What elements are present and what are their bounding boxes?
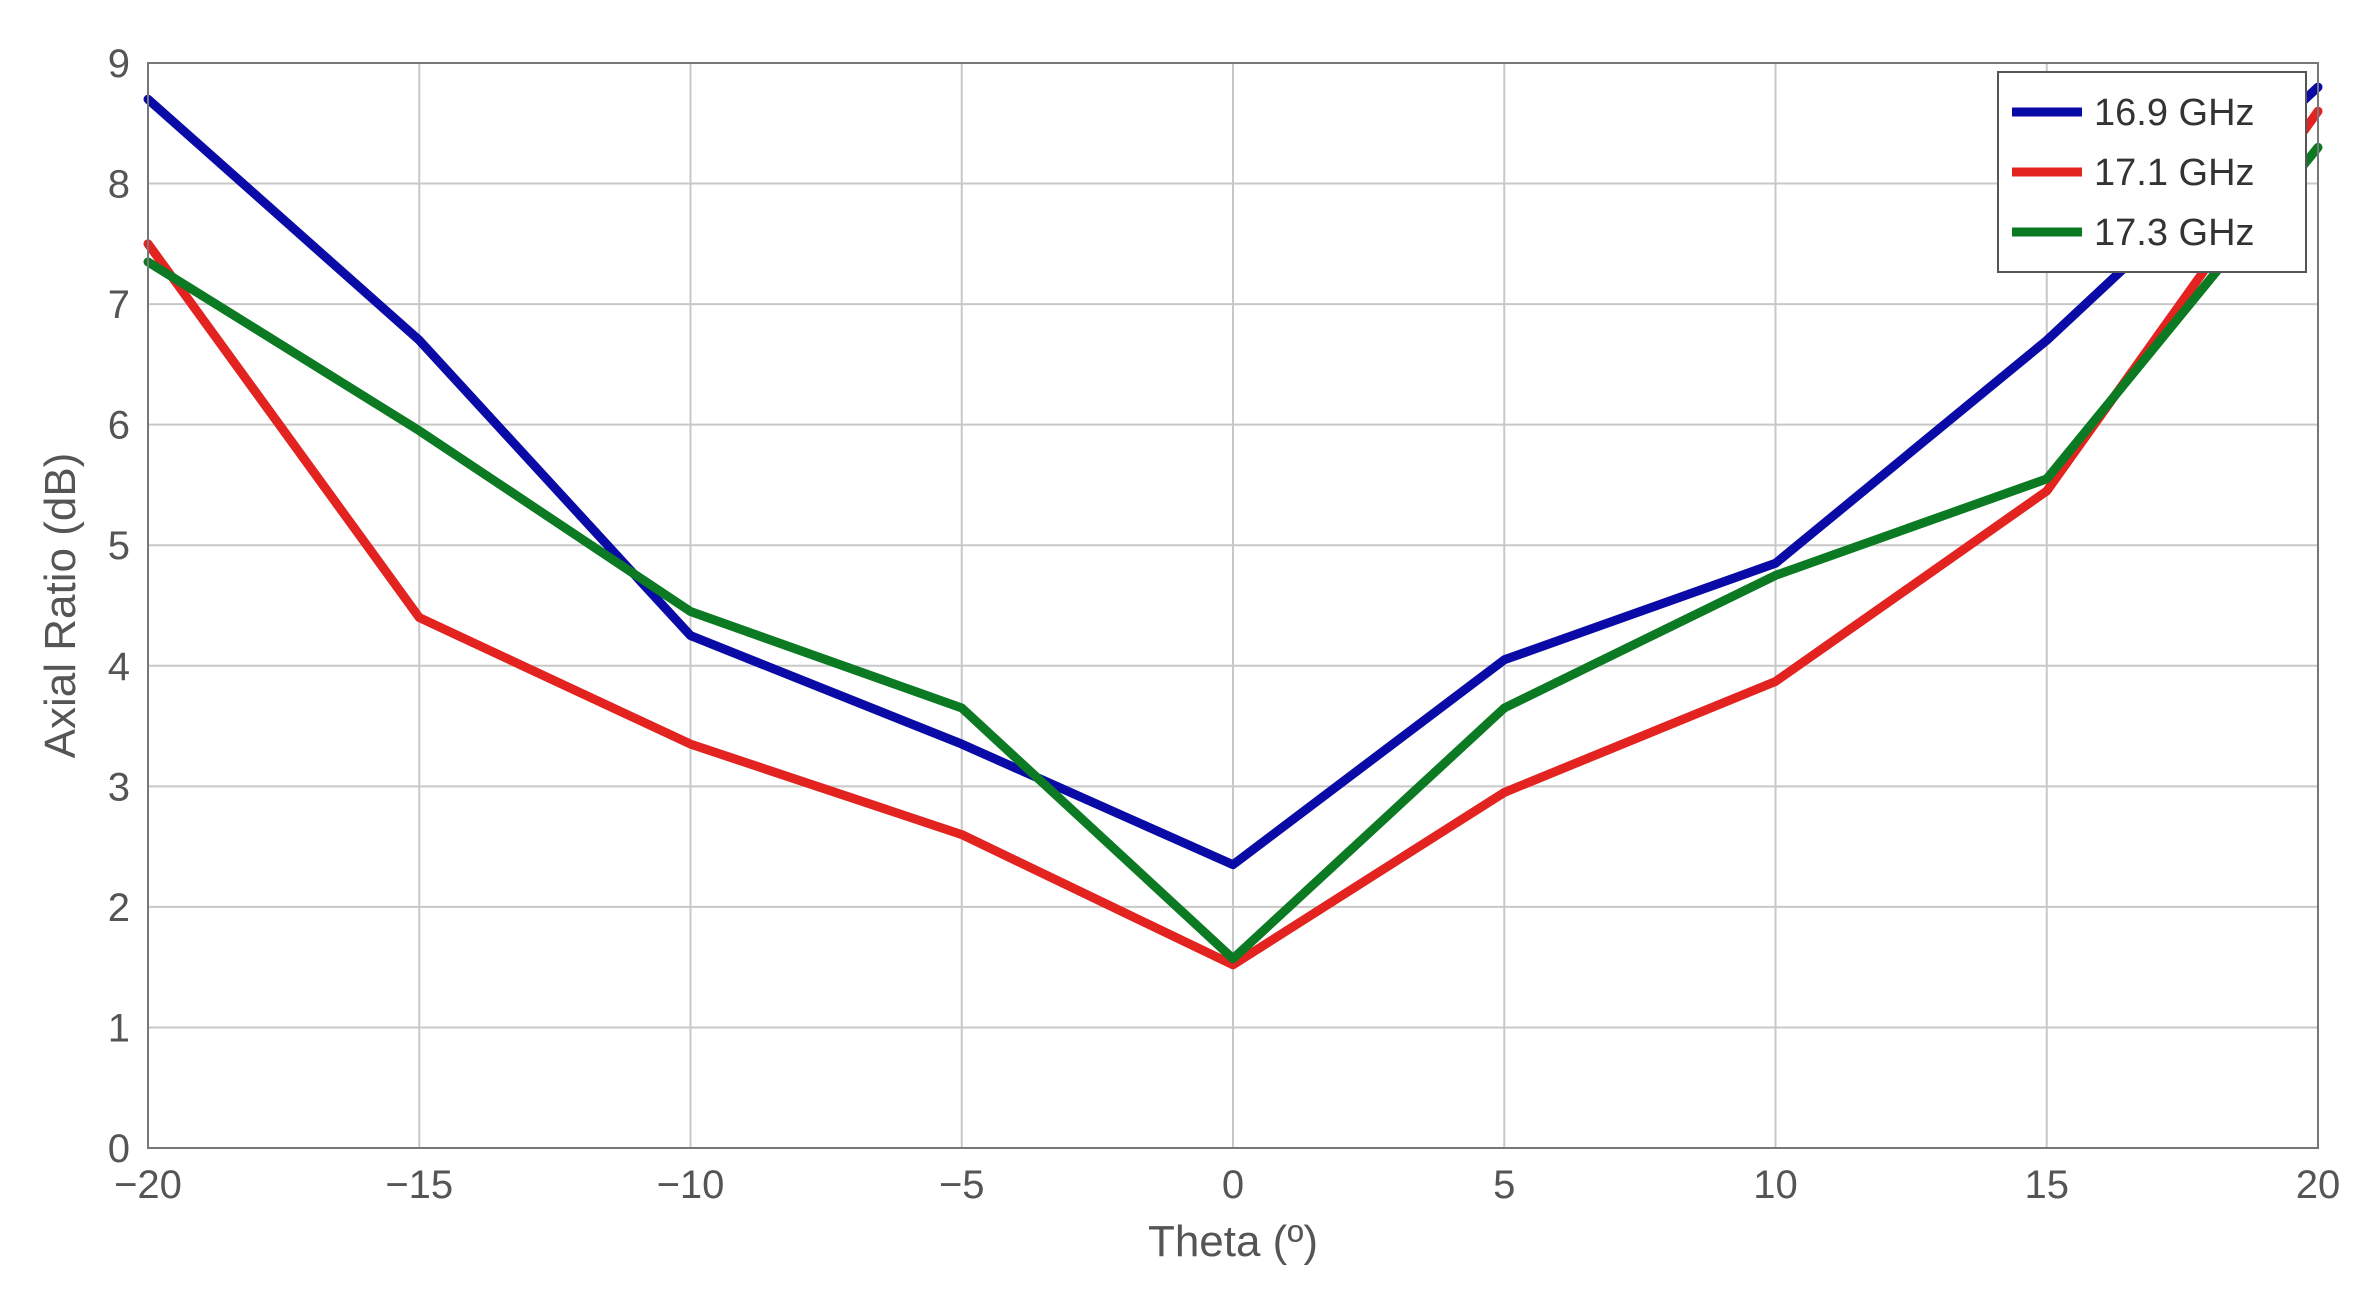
y-tick-label: 4 xyxy=(108,645,130,689)
y-tick-label: 3 xyxy=(108,765,130,809)
grid xyxy=(147,62,2319,1149)
series-line-3 xyxy=(143,142,2323,964)
legend-entry-label: 17.3 GHz xyxy=(2094,212,2255,254)
legend: 16.9 GHz 17.1 GHz 17.3 GHz xyxy=(1997,71,2307,273)
legend-entry-label: 17.1 GHz xyxy=(2094,152,2255,194)
tick-labels: −20 −15 −10 −5 0 5 10 15 20 0 1 2 3 4 5 6 7 8 9 xyxy=(108,42,2341,1207)
x-tick-label: −10 xyxy=(657,1163,725,1207)
series-line-1 xyxy=(143,82,2323,870)
plot-lines xyxy=(143,82,2323,970)
x-tick-label: 20 xyxy=(2296,1163,2341,1207)
plot-frame xyxy=(147,62,2319,1149)
y-tick-label: 5 xyxy=(108,524,130,568)
x-tick-label: −15 xyxy=(385,1163,453,1207)
series-line-2 xyxy=(143,106,2323,970)
x-tick-label: 5 xyxy=(1493,1163,1515,1207)
x-tick-label: −5 xyxy=(939,1163,985,1207)
y-tick-label: 6 xyxy=(108,404,130,448)
legend-entry-label: 16.9 GHz xyxy=(2094,92,2255,134)
y-tick-label: 7 xyxy=(108,283,130,327)
x-tick-label: 0 xyxy=(1222,1163,1244,1207)
y-tick-label: 8 xyxy=(108,163,130,207)
x-tick-label: 10 xyxy=(1753,1163,1798,1207)
y-tick-label: 1 xyxy=(108,1006,130,1050)
y-tick-label: 9 xyxy=(108,42,130,86)
x-axis-label: Theta (º) xyxy=(1148,1217,1318,1266)
x-tick-label: −20 xyxy=(114,1163,182,1207)
x-tick-label: 15 xyxy=(2025,1163,2070,1207)
y-tick-label: 0 xyxy=(108,1127,130,1171)
y-axis-label: Axial Ratio (dB) xyxy=(36,453,85,759)
y-tick-label: 2 xyxy=(108,886,130,930)
